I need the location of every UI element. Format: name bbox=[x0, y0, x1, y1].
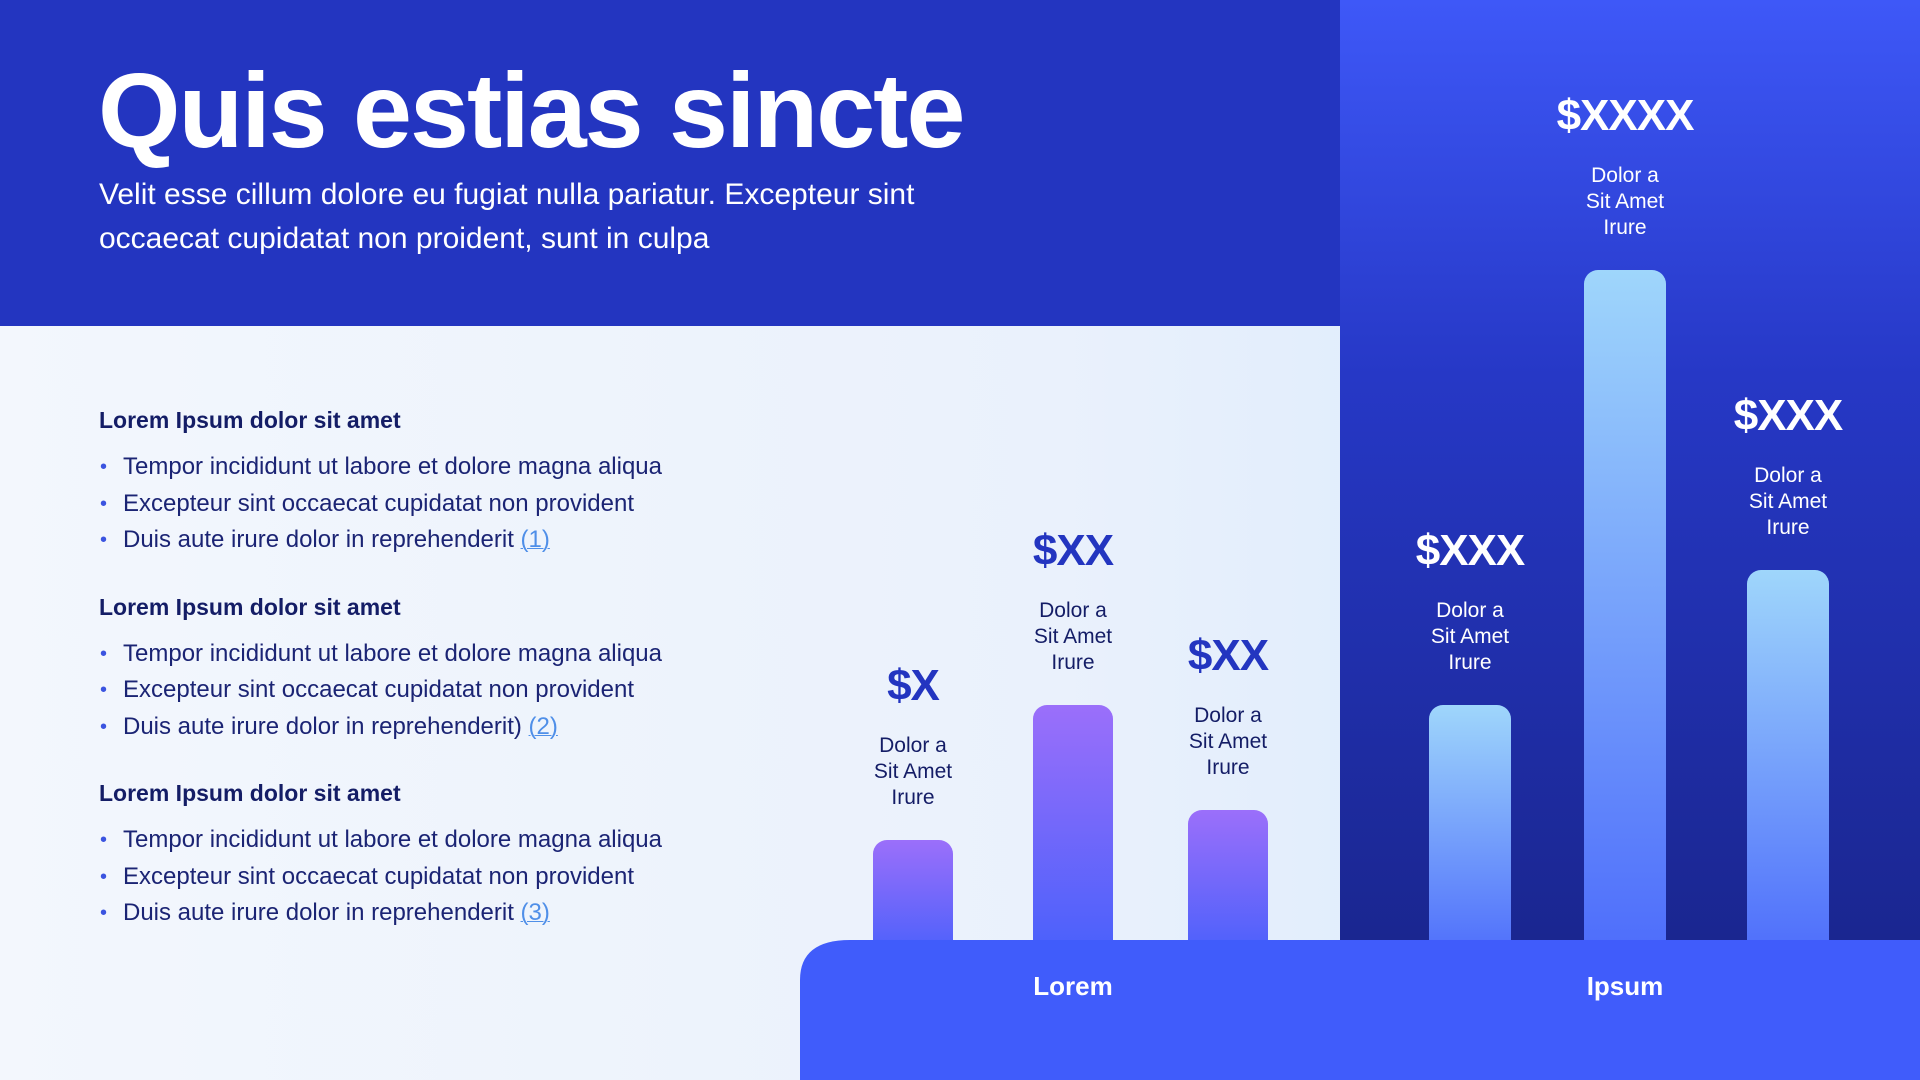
section-3: Lorem Ipsum dolor sit amet Tempor incidi… bbox=[99, 778, 799, 932]
section-heading: Lorem Ipsum dolor sit amet bbox=[99, 780, 401, 806]
list-item: Tempor incididunt ut labore et dolore ma… bbox=[99, 822, 799, 859]
bar-category-label: Dolor a bbox=[1591, 164, 1659, 187]
bar-category-label: Irure bbox=[1766, 516, 1809, 539]
bar bbox=[1584, 270, 1666, 960]
list-item: Tempor incididunt ut labore et dolore ma… bbox=[99, 636, 799, 673]
list-item-text: Duis aute irure dolor in reprehenderit bbox=[123, 899, 521, 926]
bar-category-label: Dolor a bbox=[1039, 599, 1107, 622]
bars-layer bbox=[873, 270, 1829, 960]
list-item: Tempor incididunt ut labore et dolore ma… bbox=[99, 449, 799, 486]
bar-category-label: Dolor a bbox=[1754, 464, 1822, 487]
list-item-text: Excepteur sint occaecat cupidatat non pr… bbox=[123, 489, 634, 517]
bar-category-label: Irure bbox=[1603, 216, 1646, 239]
bar-value-label: $XXXX bbox=[1557, 91, 1695, 140]
bar-category-label: Irure bbox=[891, 786, 934, 809]
list-item: Duis aute irure dolor in reprehenderit) … bbox=[99, 709, 799, 746]
footnote-link[interactable]: (1) bbox=[520, 526, 550, 553]
group-label: Lorem bbox=[1033, 971, 1112, 1001]
section-1: Lorem Ipsum dolor sit amet Tempor incidi… bbox=[99, 405, 799, 559]
list-item: Excepteur sint occaecat cupidatat non pr… bbox=[99, 672, 799, 709]
bar-category-label: Sit Amet bbox=[874, 760, 952, 783]
page-title: Quis estias sincte bbox=[98, 52, 965, 170]
bar-value-label: $XX bbox=[1188, 631, 1269, 680]
content-list: Lorem Ipsum dolor sit amet Tempor incidi… bbox=[99, 405, 799, 965]
labels-layer: $X Dolor a Sit Amet Irure $XX Dolor a Sit Amet… bbox=[874, 91, 1844, 1001]
chart-base-band bbox=[800, 940, 1920, 1080]
bar-category-label: Sit Amet bbox=[1431, 625, 1509, 648]
footnote-link[interactable]: (2) bbox=[528, 712, 558, 740]
bar-value-label: $X bbox=[887, 661, 939, 710]
bar bbox=[1188, 810, 1268, 960]
footnote-link[interactable]: (3) bbox=[520, 899, 550, 926]
bar-category-label: Sit Amet bbox=[1189, 730, 1267, 753]
bar-category-label: Irure bbox=[1206, 756, 1249, 779]
list-item-text: Excepteur sint occaecat cupidatat non pr… bbox=[123, 862, 634, 890]
bar-value-label: $XXX bbox=[1734, 391, 1843, 440]
bar-value-label: $XX bbox=[1033, 526, 1114, 575]
bar bbox=[873, 840, 953, 960]
list-item: Duis aute irure dolor in reprehenderit (… bbox=[99, 895, 799, 932]
list-item-text: Tempor incididunt ut labore et dolore ma… bbox=[123, 826, 663, 853]
group-label: Ipsum bbox=[1587, 971, 1664, 1001]
bar-category-label: Dolor a bbox=[1194, 704, 1262, 727]
bar-category-label: Dolor a bbox=[879, 734, 947, 757]
list-item-text: Tempor incididunt ut labore et dolore ma… bbox=[123, 639, 663, 667]
list-item-text: Tempor incididunt ut labore et dolore ma… bbox=[123, 453, 663, 480]
list-item: Duis aute irure dolor in reprehenderit (… bbox=[99, 522, 799, 559]
page-subtitle: Velit esse cillum dolore eu fugiat nulla… bbox=[99, 178, 915, 255]
bar-category-label: Sit Amet bbox=[1586, 190, 1664, 213]
header-band: Quis estias sincte Velit esse cillum dol… bbox=[0, 0, 1340, 326]
bullet-list: Tempor incididunt ut labore et dolore ma… bbox=[99, 449, 799, 559]
bar-category-label: Irure bbox=[1448, 651, 1491, 674]
section-heading: Lorem Ipsum dolor sit amet bbox=[99, 593, 401, 620]
bar-category-label: Irure bbox=[1051, 651, 1094, 674]
bar-category-label: Dolor a bbox=[1436, 599, 1504, 622]
list-item-text: Duis aute irure dolor in reprehenderit) bbox=[123, 712, 529, 740]
bar bbox=[1747, 570, 1829, 960]
section-2: Lorem Ipsum dolor sit amet Tempor incidi… bbox=[99, 592, 799, 746]
bullet-list: Tempor incididunt ut labore et dolore ma… bbox=[99, 636, 799, 746]
bar bbox=[1033, 705, 1113, 960]
list-item-text: Duis aute irure dolor in reprehenderit bbox=[123, 526, 521, 553]
bar-category-label: Sit Amet bbox=[1749, 490, 1827, 513]
list-item: Excepteur sint occaecat cupidatat non pr… bbox=[99, 486, 799, 523]
bar-category-label: Sit Amet bbox=[1034, 625, 1112, 648]
bar bbox=[1429, 705, 1511, 960]
bullet-list: Tempor incididunt ut labore et dolore ma… bbox=[99, 822, 799, 932]
section-heading: Lorem Ipsum dolor sit amet bbox=[99, 407, 401, 433]
list-item: Excepteur sint occaecat cupidatat non pr… bbox=[99, 859, 799, 896]
bar-value-label: $XXX bbox=[1416, 526, 1525, 575]
list-item-text: Excepteur sint occaecat cupidatat non pr… bbox=[123, 676, 634, 703]
